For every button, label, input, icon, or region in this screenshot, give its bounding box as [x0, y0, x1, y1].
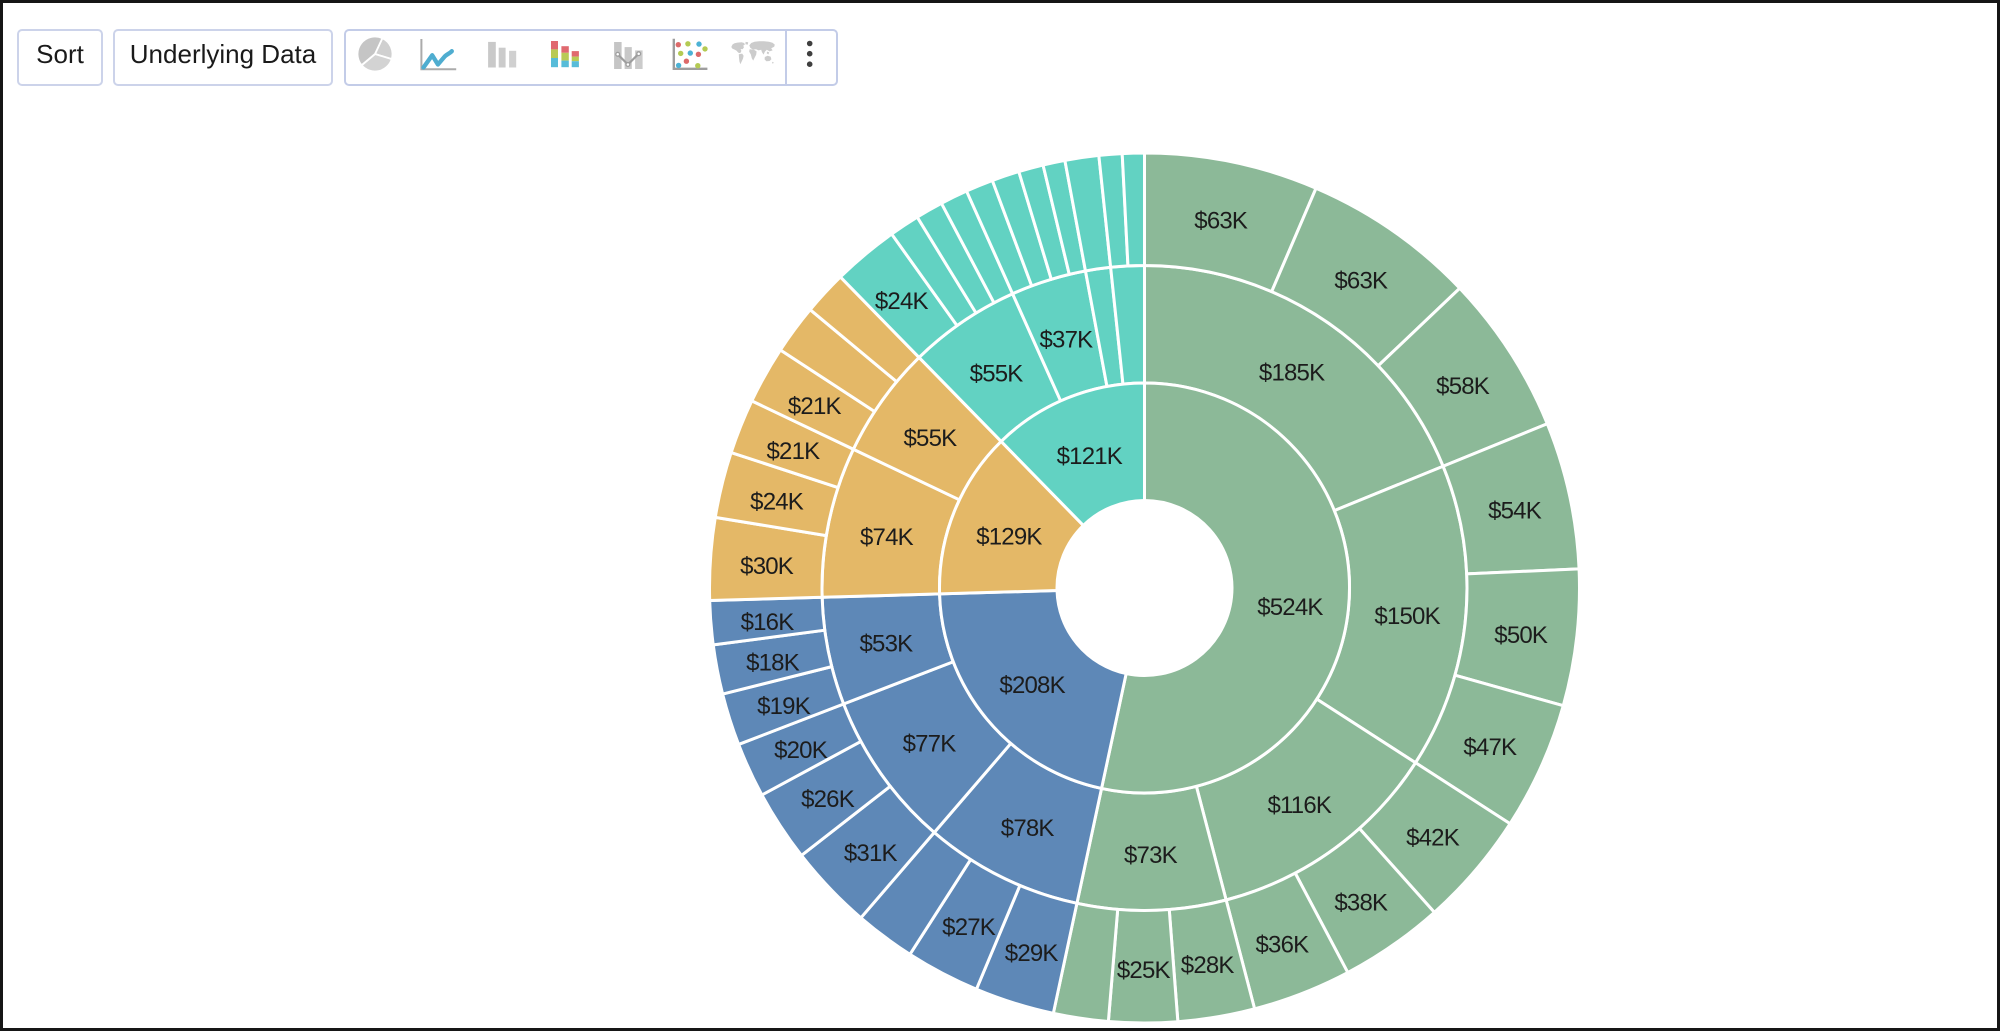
svg-text:$30K: $30K	[740, 553, 794, 580]
svg-text:$50K: $50K	[1494, 622, 1548, 649]
svg-text:$63K: $63K	[1334, 268, 1388, 295]
svg-text:$42K: $42K	[1406, 825, 1460, 852]
svg-text:$208K: $208K	[999, 672, 1065, 699]
svg-text:$185K: $185K	[1259, 360, 1325, 387]
svg-text:$524K: $524K	[1257, 594, 1323, 621]
svg-text:$25K: $25K	[1117, 957, 1171, 984]
svg-text:$18K: $18K	[746, 650, 800, 677]
svg-text:$73K: $73K	[1124, 842, 1178, 869]
svg-text:$116K: $116K	[1267, 792, 1331, 819]
svg-text:$19K: $19K	[757, 693, 811, 720]
svg-text:$54K: $54K	[1488, 498, 1542, 525]
svg-text:$77K: $77K	[903, 731, 957, 758]
svg-text:$26K: $26K	[801, 786, 855, 813]
svg-text:$29K: $29K	[1005, 940, 1059, 967]
svg-text:$20K: $20K	[774, 737, 828, 764]
svg-text:$55K: $55K	[903, 425, 957, 452]
svg-text:$55K: $55K	[970, 361, 1024, 388]
svg-text:$24K: $24K	[875, 288, 929, 315]
svg-text:$47K: $47K	[1463, 734, 1517, 761]
svg-text:$28K: $28K	[1181, 952, 1235, 979]
svg-text:$21K: $21K	[766, 438, 820, 465]
svg-text:$150K: $150K	[1374, 603, 1440, 630]
svg-text:$27K: $27K	[942, 914, 996, 941]
svg-text:$63K: $63K	[1194, 208, 1248, 235]
svg-text:$129K: $129K	[976, 524, 1042, 551]
svg-text:$53K: $53K	[859, 631, 913, 658]
svg-text:$78K: $78K	[1001, 815, 1055, 842]
svg-text:$21K: $21K	[788, 393, 842, 420]
svg-text:$36K: $36K	[1255, 932, 1309, 959]
svg-text:$16K: $16K	[741, 609, 795, 636]
svg-text:$37K: $37K	[1039, 327, 1093, 354]
svg-text:$58K: $58K	[1436, 373, 1490, 400]
svg-text:$24K: $24K	[750, 489, 804, 516]
svg-text:$38K: $38K	[1334, 889, 1388, 916]
svg-text:$31K: $31K	[844, 840, 898, 867]
svg-text:$74K: $74K	[860, 524, 914, 551]
svg-text:$121K: $121K	[1057, 443, 1123, 470]
